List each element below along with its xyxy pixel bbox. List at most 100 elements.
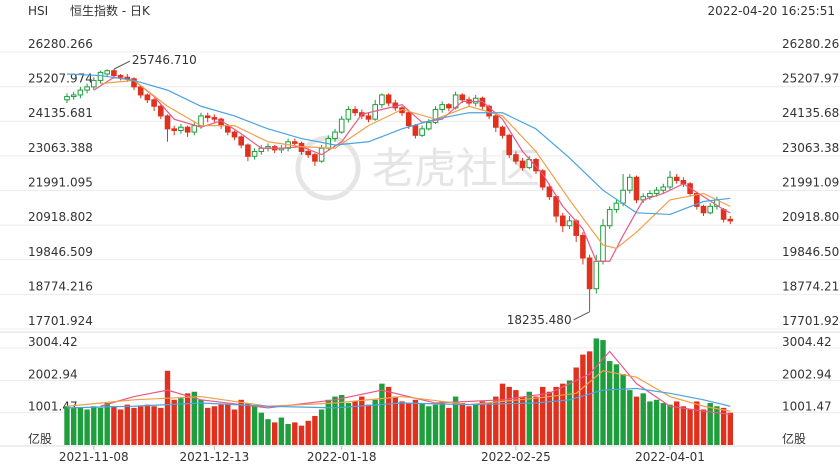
volume-bar [493,396,499,445]
candle-body [352,108,358,114]
candle-body [519,160,526,169]
y-tick-label-right: 21991.095 [782,176,840,190]
candle-body [653,189,660,194]
volume-bar [178,398,184,445]
candle-body [667,176,673,188]
candle-body [560,215,566,227]
volume-bar [600,340,606,445]
candle-body [231,131,238,138]
candle-body [204,115,211,119]
candle-body [70,94,77,98]
volume-bar [171,399,177,445]
volume-bar [71,407,77,445]
candle-body [158,105,164,117]
volume-bar [372,399,378,445]
volume-bar [258,412,264,445]
volume-bar [720,407,727,445]
y-tick-label-right: 18774.216 [782,279,840,293]
volume-bar [131,407,137,445]
volume-bar [151,406,157,445]
candle-body [238,136,244,146]
candle-body [513,154,519,162]
volume-bar [694,401,700,445]
candle-body [345,108,352,120]
volume-bar [77,407,84,445]
candle-body [620,189,626,204]
volume-bar [674,401,680,445]
candle-body [432,108,439,123]
candle-body [245,144,251,157]
volume-bar [727,412,733,445]
volume-bar [640,393,646,445]
candle-body [586,257,593,290]
volume-bar [526,391,532,445]
candle-body [533,159,539,172]
x-tick-label: 2021-12-13 [180,450,250,464]
symbol: HSI [28,4,48,18]
volume-bar [339,394,345,445]
volume-bar [459,403,465,445]
y-tick-label-right: 24135.681 [782,106,840,120]
volume-bar [680,406,687,445]
volume-bar [439,401,445,445]
moving-average-line [93,76,731,262]
volume-bar [379,383,385,445]
candle-body [312,154,318,162]
candle-body [77,89,84,96]
volume-tick-label-right: 3004.42 [782,335,832,349]
y-tick-label: 26280.266 [28,37,93,51]
candle-body [647,192,653,198]
volume-bar [104,403,110,445]
candle-body [292,141,298,144]
volume-bar [479,401,486,445]
volume-unit-right: 亿股 [782,431,806,446]
candle-body [164,115,171,130]
candle-body [111,70,117,77]
volume-bar [586,351,593,445]
volume-bar [198,399,204,445]
volume-bar [660,403,666,445]
volume-bar [519,396,526,445]
volume-bar [285,424,291,445]
volume-bar [124,404,130,445]
candle-body [412,125,419,136]
volume-bar [164,370,171,445]
moving-average-line [100,350,731,415]
volume-bar [97,407,104,445]
y-tick-label: 25207.974 [28,72,93,86]
y-tick-label-right: 23063.388 [782,141,840,155]
volume-bar [580,354,586,445]
high-label: 25746.710 [132,53,197,67]
candle-body [566,220,573,227]
volume-bar [144,404,151,445]
volume-bar [238,399,244,445]
annotation-line [573,311,590,321]
candle-body [104,70,111,75]
volume-tick-label-right: 1001.47 [782,400,832,414]
volume-bar [533,396,539,445]
volume-bar [292,422,298,445]
volume-bar [158,407,164,445]
volume-bar [91,406,97,445]
watermark-text: 老虎社区 [372,144,540,193]
candle-body [539,170,546,188]
volume-tick-label: 2002.94 [28,367,78,381]
candle-body [700,205,707,214]
volume-unit: 亿股 [28,431,52,446]
candle-body [439,104,445,110]
y-tick-label: 24135.681 [28,106,93,120]
y-tick-label: 19846.509 [28,245,93,259]
timestamp: 2022-04-20 16:25:51 [708,4,835,18]
low-label: 18235.480 [507,313,572,327]
volume-bar [687,409,693,445]
volume-bar [392,396,398,445]
volume-bar [345,403,352,445]
volume-bar [325,399,331,445]
volume-tick-label: 1001.47 [28,400,78,414]
volume-bar [117,409,124,445]
y-tick-label: 18774.216 [28,279,93,293]
volume-bar [385,386,392,445]
candle-body [191,125,198,133]
volume-bar [486,403,492,445]
volume-bar [607,361,613,445]
